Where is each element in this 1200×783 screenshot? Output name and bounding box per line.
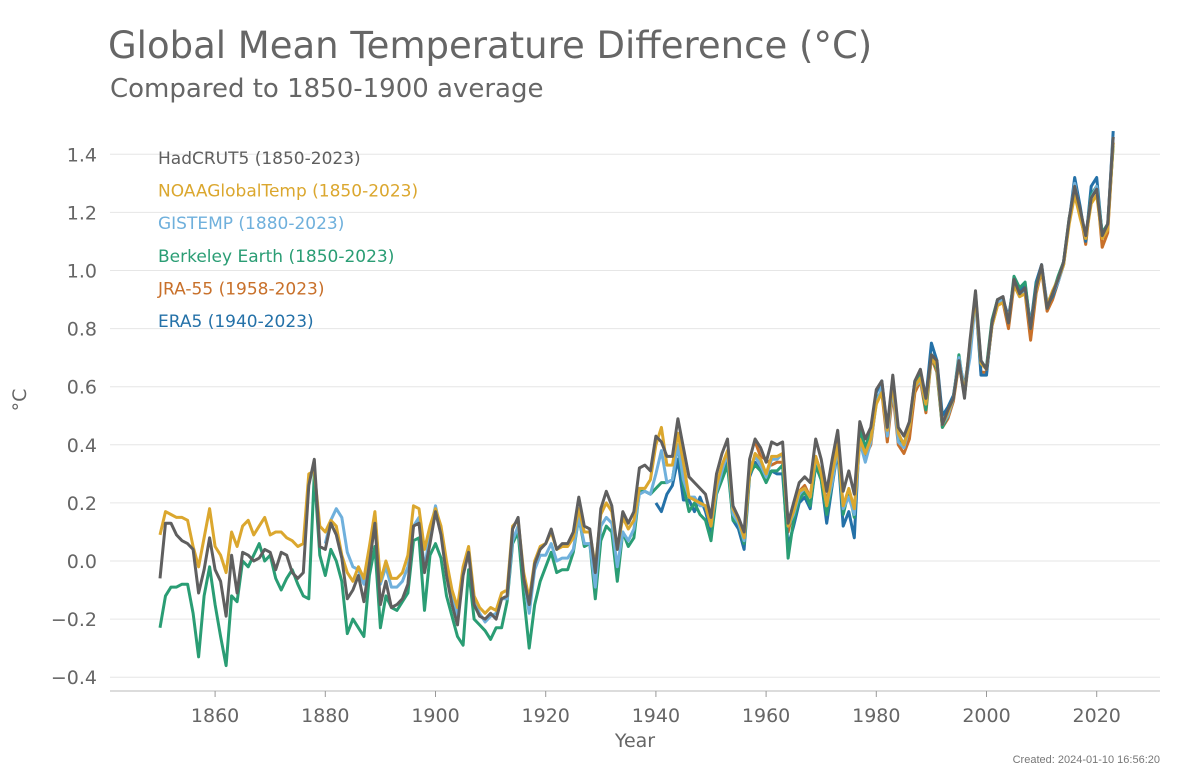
- y-tick-label: −0.2: [51, 609, 97, 631]
- y-tick-label: 0.2: [67, 493, 97, 515]
- legend-entry: GISTEMP (1880-2023): [158, 214, 344, 234]
- x-tick-label: 1980: [852, 705, 900, 727]
- y-tick-label: 1.0: [67, 261, 97, 283]
- created-timestamp: Created: 2024-01-10 16:56:20: [1012, 754, 1160, 766]
- chart-subtitle: Compared to 1850-1900 average: [110, 74, 544, 104]
- y-tick-label: 0.4: [67, 435, 97, 457]
- y-tick-label: 0.0: [67, 551, 97, 573]
- series-lines: [158, 131, 1115, 668]
- x-tick-label: 1920: [522, 705, 570, 727]
- legend-entry: JRA-55 (1958-2023): [157, 279, 325, 299]
- legend: HadCRUT5 (1850-2023) NOAAGlobalTemp (1850…: [157, 149, 418, 332]
- x-tick-label: 1960: [742, 705, 790, 727]
- legend-entry: HadCRUT5 (1850-2023): [158, 149, 361, 169]
- series-line-era5: [654, 131, 1115, 551]
- x-tick-label: 2020: [1073, 705, 1121, 727]
- y-tick-label: 0.6: [67, 377, 97, 399]
- x-axis-label: Year: [614, 730, 655, 752]
- x-tick-label: 1900: [411, 705, 459, 727]
- series-line-jra-55: [753, 142, 1115, 534]
- x-tick-label: 2000: [962, 705, 1010, 727]
- y-tick-label: 0.8: [67, 319, 97, 341]
- y-axis-label: °C: [9, 389, 31, 412]
- x-axis: 1860 1880 1900 1920 1940 1960 1980 2000 2020: [110, 690, 1160, 727]
- y-tick-label: 1.4: [67, 144, 97, 166]
- legend-entry: ERA5 (1940-2023): [158, 312, 314, 332]
- legend-entry: Berkeley Earth (1850-2023): [158, 247, 394, 267]
- series-line-hadcrut5: [158, 136, 1115, 627]
- x-tick-label: 1940: [632, 705, 680, 727]
- gridlines: [110, 153, 1160, 678]
- y-tick-label: −0.4: [51, 667, 97, 689]
- y-tick-label: 1.2: [67, 202, 97, 224]
- legend-entry: NOAAGlobalTemp (1850-2023): [158, 182, 418, 202]
- y-tick-labels: −0.4 −0.2 0.0 0.2 0.4 0.6 0.8 1.0 1.2 1.4: [51, 144, 97, 689]
- x-tick-label: 1860: [191, 705, 239, 727]
- chart-title: Global Mean Temperature Difference (°C): [108, 24, 873, 67]
- x-tick-label: 1880: [301, 705, 349, 727]
